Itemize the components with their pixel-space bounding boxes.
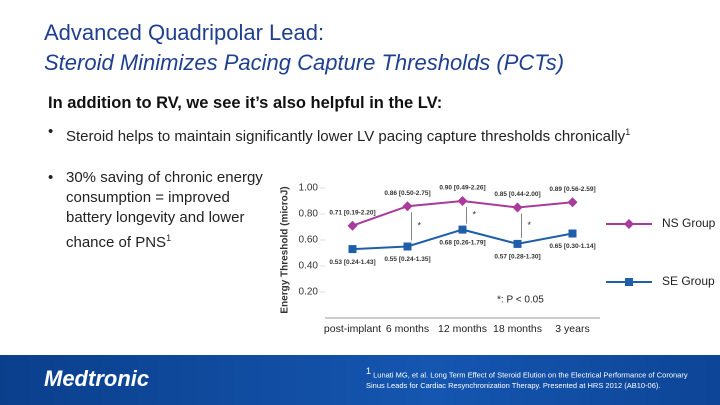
y-tick-label: 0.40 [299, 261, 319, 272]
point [403, 242, 412, 251]
point [513, 239, 522, 248]
data-label: 0.65 [0.30-1.14] [549, 243, 595, 250]
heading: In addition to RV, we see it’s also help… [48, 94, 443, 112]
data-label: 0.68 [0.26-1.79] [439, 239, 485, 246]
x-tick-label: 12 months [438, 323, 487, 335]
legend-marker [625, 278, 633, 286]
point [348, 245, 357, 254]
reference: 1 [366, 366, 372, 376]
footnote-text: Lunati MG, et al. Long Term Effect of St… [366, 370, 688, 390]
y-axis-label: Energy Threshold (microJ) [280, 186, 291, 313]
bullet: Steroid helps to maintain significantly … [48, 122, 666, 147]
x-tick-label: 3 years [555, 323, 589, 335]
y-tick-label: 0.60 [299, 235, 319, 246]
legend-label: NS Group [662, 216, 716, 230]
annotation: *: P < 0.05 [497, 295, 544, 306]
footnote: 1 Lunati MG, et al. Long Term Effect of … [366, 366, 706, 391]
legend-label: SE Group [662, 274, 715, 288]
y-tick-label: 0.80 [299, 209, 319, 220]
point [458, 225, 467, 234]
significance-mark: * [473, 210, 477, 220]
bullet-text: 30% saving of chronic energy consumption… [66, 169, 263, 251]
point [347, 220, 358, 231]
x-tick-label: 6 months [386, 323, 429, 335]
data-label: 0.53 [0.24-1.43] [329, 259, 375, 266]
data-label: 0.71 [0.19-2.20] [329, 209, 375, 216]
point [457, 196, 468, 206]
data-label: 0.89 [0.56-2.59] [549, 186, 595, 193]
title: Advanced Quadripolar Lead: [44, 20, 325, 45]
chart: Energy Threshold (microJ) *: P < 0.05 0.… [280, 183, 716, 335]
data-label: 0.85 [0.44-2.00] [494, 191, 540, 198]
data-label: 0.90 [0.49-2.26] [439, 185, 485, 192]
x-tick-label: post-implant [324, 323, 381, 335]
logo: Medtronic [44, 366, 150, 391]
data-label: 0.55 [0.24-1.35] [384, 256, 430, 263]
point [402, 201, 413, 212]
bullet-text: Steroid helps to maintain significantly … [66, 128, 626, 145]
data-label: 0.57 [0.28-1.30] [494, 254, 540, 261]
y-tick-label: 1.00 [299, 183, 319, 194]
significance-mark: * [528, 220, 532, 230]
point [568, 229, 577, 238]
reference: 1 [625, 127, 631, 137]
bullet: 30% saving of chronic energy consumption… [48, 168, 266, 253]
subtitle: Steroid Minimizes Pacing Capture Thresho… [44, 50, 565, 75]
point [512, 202, 523, 213]
footer-bar [0, 355, 720, 405]
reference: 1 [166, 233, 172, 243]
legend-marker [624, 219, 634, 229]
y-tick-label: 0.20 [299, 287, 319, 298]
data-label: 0.86 [0.50-2.75] [384, 190, 430, 197]
x-tick-label: 18 months [493, 323, 542, 335]
point [567, 197, 578, 208]
significance-mark: * [418, 221, 422, 231]
